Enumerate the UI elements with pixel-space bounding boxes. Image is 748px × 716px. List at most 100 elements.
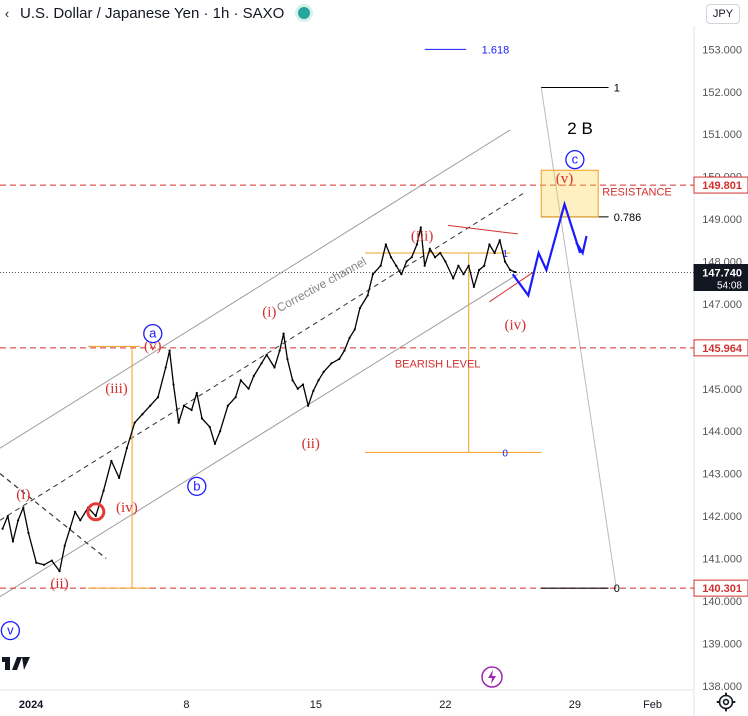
price-point bbox=[498, 239, 501, 242]
price-point bbox=[164, 366, 167, 369]
y-tick-label: 147.000 bbox=[702, 299, 742, 311]
y-tick-label: 143.000 bbox=[702, 469, 742, 481]
y-tick-label: 139.000 bbox=[702, 638, 742, 650]
y-tick-label: 149.000 bbox=[702, 214, 742, 226]
wave-label-red: (v) bbox=[144, 339, 162, 355]
price-series-line bbox=[1, 226, 516, 572]
price-point bbox=[400, 273, 403, 276]
price-point bbox=[219, 430, 222, 433]
price-point bbox=[234, 396, 237, 399]
price-point bbox=[11, 540, 15, 543]
price-point bbox=[483, 264, 486, 267]
wave-2b-label: 2 B bbox=[567, 119, 593, 138]
old-trendline bbox=[0, 473, 107, 559]
projected-path bbox=[511, 200, 582, 298]
price-tag bbox=[693, 339, 748, 357]
price-point bbox=[42, 563, 46, 566]
wave-label-red: (i) bbox=[16, 487, 30, 503]
price-point bbox=[433, 256, 437, 259]
wave-label-red: (iii) bbox=[105, 381, 128, 397]
price-point bbox=[73, 510, 77, 513]
price-point bbox=[348, 336, 351, 339]
price-point bbox=[50, 559, 53, 562]
price-point bbox=[282, 332, 285, 335]
countdown-label: 54:08 bbox=[717, 281, 742, 292]
market-status-icon[interactable] bbox=[298, 7, 311, 19]
price-tag bbox=[693, 264, 748, 292]
price-tag-label: 140.301 bbox=[702, 583, 742, 595]
price-point bbox=[102, 489, 105, 492]
price-point bbox=[462, 273, 465, 276]
price-point bbox=[213, 442, 217, 446]
price-point bbox=[467, 264, 470, 267]
price-point bbox=[190, 408, 193, 412]
price-point bbox=[239, 379, 242, 382]
x-tick-label: 2024 bbox=[19, 699, 44, 711]
price-point bbox=[358, 307, 362, 310]
price-point bbox=[226, 404, 229, 407]
price-point bbox=[260, 362, 263, 365]
price-point bbox=[286, 357, 289, 361]
resistance-zone-box bbox=[540, 169, 599, 218]
currency-button[interactable]: JPY bbox=[706, 4, 740, 24]
price-tag-label: 145.964 bbox=[702, 343, 743, 355]
price-point bbox=[17, 519, 20, 522]
price-point bbox=[338, 357, 341, 361]
wave-label-red: (iv) bbox=[504, 317, 526, 333]
settings-gear-icon[interactable] bbox=[716, 692, 736, 712]
x-tick-label: 8 bbox=[183, 699, 189, 711]
price-point bbox=[208, 425, 211, 429]
price-point bbox=[353, 328, 356, 331]
price-point bbox=[94, 514, 97, 518]
price-point bbox=[509, 268, 512, 272]
price-point bbox=[177, 421, 180, 424]
price-point bbox=[477, 268, 481, 272]
projected-arrowhead bbox=[575, 235, 588, 256]
price-point bbox=[247, 387, 250, 390]
price-point bbox=[195, 391, 198, 395]
price-point bbox=[371, 273, 374, 276]
tradingview-logo[interactable] bbox=[2, 657, 30, 670]
price-point bbox=[149, 404, 152, 407]
price-point bbox=[343, 349, 346, 352]
price-point bbox=[141, 413, 144, 416]
fib-0-small-label: 0 bbox=[502, 448, 508, 459]
price-point bbox=[452, 277, 455, 280]
price-point bbox=[330, 362, 333, 365]
x-tick-label: 22 bbox=[439, 699, 451, 711]
collapse-chevron-icon[interactable]: ‹ bbox=[4, 5, 10, 21]
price-point bbox=[457, 264, 460, 267]
price-tag bbox=[693, 579, 748, 597]
y-tick-label: 145.000 bbox=[702, 384, 742, 396]
wave-label-red: (i) bbox=[262, 305, 276, 321]
price-point bbox=[110, 459, 113, 462]
price-point bbox=[503, 260, 507, 263]
price-point bbox=[410, 256, 413, 259]
price-point bbox=[439, 251, 442, 255]
price-point bbox=[63, 544, 66, 547]
price-point bbox=[384, 243, 387, 246]
replay-bolt-icon bbox=[488, 670, 497, 684]
price-point bbox=[419, 226, 422, 229]
wave-label-red: (ii) bbox=[50, 576, 68, 592]
x-tick-label: 15 bbox=[310, 699, 322, 711]
projection-line bbox=[540, 87, 617, 589]
price-point bbox=[133, 421, 136, 424]
price-point bbox=[273, 366, 276, 369]
fib-1-label: 1 bbox=[614, 83, 620, 95]
price-point bbox=[168, 349, 171, 352]
price-point bbox=[317, 379, 320, 382]
price-point bbox=[252, 374, 255, 378]
price-point bbox=[322, 370, 325, 373]
y-tick-label: 153.000 bbox=[702, 44, 742, 56]
symbol-name[interactable]: U.S. Dollar / Japanese Yen bbox=[20, 4, 200, 22]
interval-label[interactable]: 1h bbox=[212, 4, 230, 22]
price-point bbox=[493, 251, 496, 255]
channel-lower-line bbox=[0, 273, 519, 598]
price-point bbox=[395, 264, 398, 267]
triangle-upper-line bbox=[447, 224, 518, 235]
corrective-channel-label: Corrective channel bbox=[274, 254, 368, 315]
price-point bbox=[415, 243, 419, 246]
price-point bbox=[125, 447, 128, 450]
